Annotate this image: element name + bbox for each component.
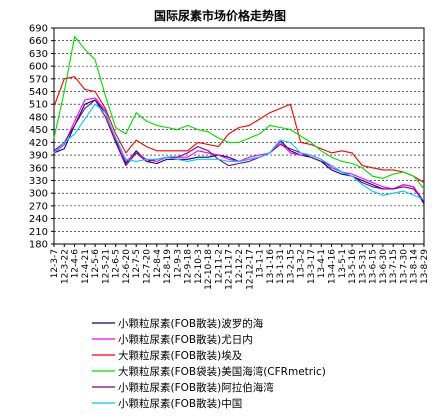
y-tick-label: 450: [29, 125, 48, 136]
y-tick-label: 630: [29, 49, 48, 60]
x-tick-label: 12-4-21: [81, 249, 91, 284]
x-tick-label: 12-9-18: [184, 249, 194, 284]
x-tick-label: 12-8-19: [163, 249, 173, 284]
legend-label-5: 小颗粒尿素(FOB散装)阿拉伯海湾: [118, 381, 274, 394]
x-tick-label: 12-3-22: [60, 249, 70, 284]
x-tick-label: 13-7-15: [389, 249, 399, 284]
x-tick-label: 13-2-15: [286, 249, 296, 284]
x-tick-label: 13-5-16: [348, 249, 358, 284]
series-line-4: [53, 35, 425, 190]
y-tick-label: 240: [29, 214, 48, 225]
y-tick-label: 480: [29, 112, 48, 123]
x-tick-label: 12-11-17: [225, 249, 235, 290]
x-tick-label: 13-3-2: [297, 249, 307, 278]
y-tick-label: 270: [29, 201, 48, 212]
x-tick-label: 13-4-16: [328, 249, 338, 284]
y-tick-label: 570: [29, 74, 48, 85]
series-line-3: [53, 76, 425, 184]
x-tick-label: 12-10-3: [194, 249, 204, 284]
x-tick-label: 13-7-30: [399, 249, 409, 284]
chart-title: 国际尿素市场价格走势图: [154, 8, 286, 23]
y-tick-label: 300: [29, 189, 48, 200]
x-tick-label: 13-3-17: [307, 249, 317, 284]
x-tick-label: 12-12-17: [245, 249, 255, 290]
y-tick-label: 420: [29, 138, 48, 149]
y-tick-label: 690: [29, 24, 48, 35]
x-tick-label: 12-9-3: [173, 249, 183, 278]
x-tick-label: 12-3-7: [50, 249, 60, 278]
x-tick-label: 12-5-6: [91, 249, 101, 279]
plot-area: [53, 27, 425, 245]
x-tick-label: 12-8-4: [153, 249, 163, 279]
x-tick-label: 12-12-2: [235, 249, 245, 284]
series-line-6: [53, 103, 425, 201]
legend-label-1: 小颗粒尿素(FOB散装)波罗的海: [118, 317, 264, 330]
x-tick-label: 12-7-5: [132, 249, 142, 278]
x-tick-label: 13-5-31: [358, 249, 368, 284]
x-tick-label: 12-6-5: [112, 249, 122, 278]
x-tick-label: 13-1-16: [266, 249, 276, 284]
x-tick-label: 12-7-20: [143, 249, 153, 284]
x-tick-label: 13-8-14: [410, 249, 420, 284]
x-tick-label: 12-10-18: [204, 249, 214, 290]
y-tick-label: 210: [29, 227, 48, 238]
y-tick-label: 180: [29, 240, 48, 251]
x-tick-label: 13-6-15: [369, 249, 379, 284]
legend-label-4: 大颗粒尿素(FOB袋装)美国海湾(CFRmetric): [118, 365, 326, 378]
x-tick-label: 12-11-2: [214, 249, 224, 284]
x-tick-label: 12-5-21: [101, 249, 111, 284]
x-tick-label: 13-1-31: [276, 249, 286, 284]
legend-label-3: 大颗粒尿素(FOB散装)埃及: [118, 349, 243, 362]
y-tick-label: 330: [29, 176, 48, 187]
x-tick-label: 13-8-29: [420, 249, 430, 284]
x-tick-label: 13-6-30: [379, 249, 389, 284]
y-tick-label: 660: [29, 36, 48, 47]
legend-label-2: 小颗粒尿素(FOB散装)尤日内: [118, 333, 253, 346]
y-tick-label: 600: [29, 62, 48, 73]
series-line-5: [53, 99, 425, 202]
x-tick-label: 12-6-20: [122, 249, 132, 284]
x-tick-label: 13-4-1: [317, 249, 327, 278]
x-tick-label: 12-4-6: [71, 249, 81, 279]
legend-label-6: 小颗粒尿素(FOB散装)中国: [118, 397, 242, 410]
y-tick-label: 540: [29, 87, 48, 98]
y-tick-label: 360: [29, 163, 48, 174]
y-tick-label: 390: [29, 151, 48, 162]
x-tick-label: 13-5-1: [338, 249, 348, 278]
y-tick-label: 510: [29, 100, 48, 111]
x-tick-label: 13-1-1: [256, 249, 266, 278]
